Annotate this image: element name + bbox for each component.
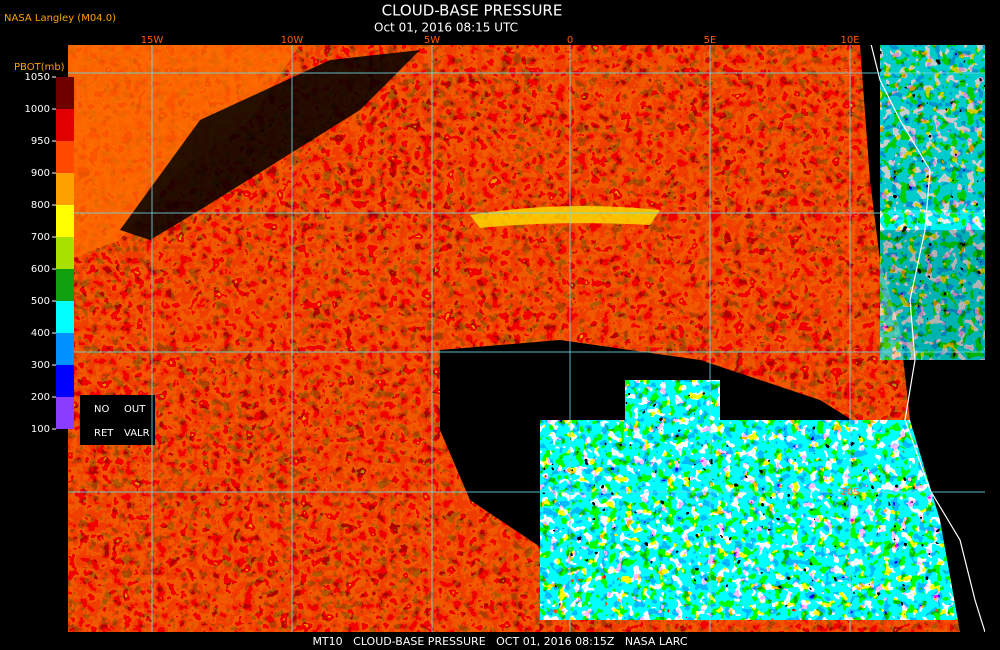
colorbar-segment [56,237,74,269]
colorbar-tick-label: 400 [31,328,50,339]
colorbar-segment [56,397,74,429]
colorbar-segment [56,141,74,173]
longitude-label: 10E [840,35,859,46]
colorbar-tick-label: 800 [31,200,50,211]
colorbar-segment [56,301,74,333]
colorbar-segment [56,333,74,365]
title: CLOUD-BASE PRESSURE [382,2,563,20]
colorbar-tick-label: 200 [31,392,50,403]
footer: MT10 CLOUD-BASE PRESSURE OCT 01, 2016 08… [312,635,687,648]
colorbar-tick-label: 700 [31,232,50,243]
latitude-label: 15S [840,347,859,358]
clear-region [120,50,420,240]
latitude-label: 5S [844,68,857,79]
no-ret-label: NO [94,404,109,415]
low-cloud-band [540,420,960,620]
source-label: NASA Langley (M04.0) [4,13,116,24]
out-valr-label: VALR [124,428,150,439]
colorbar-tick-label: 900 [31,168,50,179]
datetime: Oct 01, 2016 08:15 UTC [374,21,518,35]
colorbar-segment [56,269,74,301]
colorbar-tick-label: 1050 [25,72,50,83]
coastline [870,45,985,632]
land-clouds [880,45,985,230]
longitude-label: 15W [141,35,164,46]
land-clouds [880,210,985,360]
longitude-label: 5W [424,35,440,46]
longitude-label: 5E [704,35,717,46]
longitude-label: 0 [567,35,573,46]
legend-box [80,395,155,445]
latitude-label: 10S [840,208,859,219]
low-cloud-band [625,380,720,490]
colorbar-segment [56,173,74,205]
latitude-label: 20S [840,487,859,498]
colorbar-segment [56,109,74,141]
colorbar-segment [56,365,74,397]
colorbar-tick-label: 100 [31,424,50,435]
yellow-cloud [470,206,660,228]
colorbar-tick-label: 300 [31,360,50,371]
colorbar-segment [56,205,74,237]
map-image [68,45,985,632]
colorbar-tick-label: 1000 [25,104,50,115]
no-ret-label: RET [94,428,114,439]
colorbar-segment [56,77,74,109]
colorbar-tick-label: 500 [31,296,50,307]
legend-title: PBOT(mb) [14,62,65,73]
colorbar-tick-label: 600 [31,264,50,275]
colorbar-tick-label: 950 [31,136,50,147]
longitude-label: 10W [281,35,304,46]
out-valr-label: OUT [124,404,146,415]
